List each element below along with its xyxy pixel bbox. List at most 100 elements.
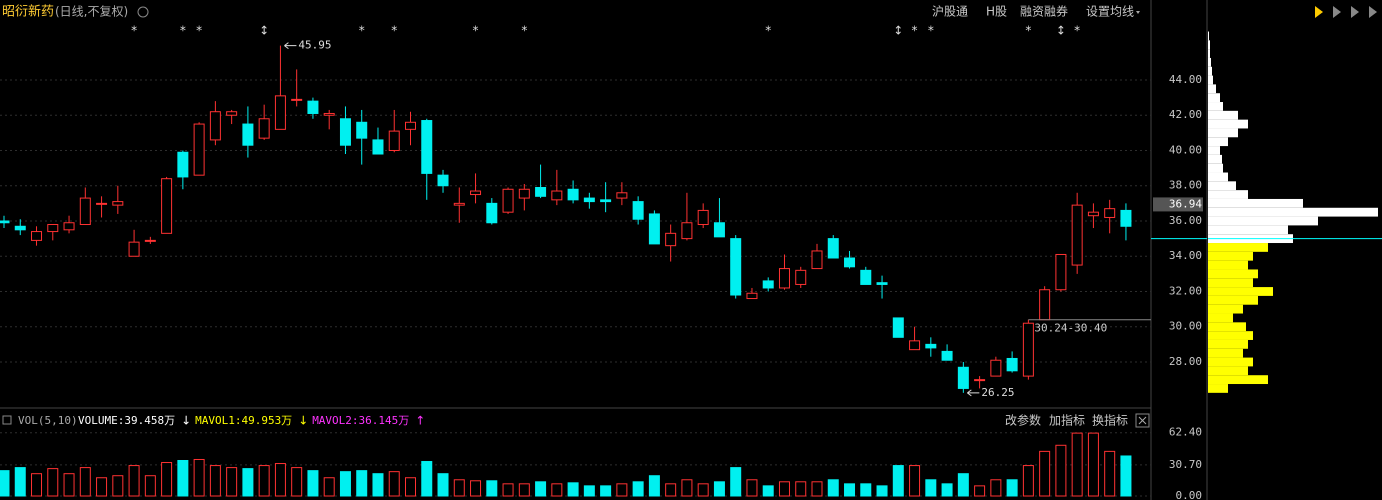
candle-body	[1022, 322, 1034, 377]
volume-bar	[876, 485, 888, 497]
volume-bar	[14, 467, 26, 497]
volume-bar	[746, 479, 758, 497]
y-tick-label: 32.00	[1169, 284, 1202, 297]
candle-body	[161, 178, 173, 234]
volume-bar	[1055, 444, 1067, 497]
volume-bar	[193, 458, 205, 497]
volume-bar	[1022, 465, 1034, 497]
panel-icon	[2, 415, 12, 425]
candle-body	[193, 123, 205, 176]
profile-bar	[1208, 66, 1212, 76]
volume-bar	[226, 467, 238, 497]
candle-body	[421, 120, 433, 174]
candle-body	[258, 118, 270, 139]
candle-body	[112, 201, 124, 206]
volume-bar	[1087, 432, 1099, 497]
volume-bar	[388, 471, 400, 497]
volume-bar	[762, 485, 774, 497]
volume-bar	[31, 473, 43, 497]
legend-label: MAVOL2:36.145万	[312, 414, 409, 427]
event-marker: *	[131, 24, 137, 38]
candle-body	[1071, 204, 1083, 266]
profile-bar	[1208, 198, 1303, 208]
y-tick-label: 30.70	[1169, 458, 1202, 471]
indicator-button[interactable]: 改参数	[1005, 413, 1041, 428]
event-marker: *	[196, 24, 202, 38]
legend-label: VOLUME:39.458万	[78, 414, 175, 427]
volume-bar	[844, 483, 856, 497]
close-icon	[1138, 416, 1147, 425]
profile-bar	[1208, 137, 1228, 147]
candle-body	[63, 222, 75, 231]
candle-body	[941, 350, 953, 361]
event-marker: *	[391, 24, 397, 38]
toolbar-item[interactable]: 沪股通	[932, 5, 968, 19]
candle-body	[405, 121, 416, 130]
candle-body	[827, 238, 839, 259]
volume-bar	[811, 481, 823, 497]
profile-bar	[1208, 57, 1211, 67]
candle-body	[209, 111, 221, 141]
volume-bar	[0, 470, 10, 497]
close-button[interactable]	[1135, 413, 1150, 428]
play-icon[interactable]	[1369, 6, 1377, 18]
legend-arrow: ↑	[415, 414, 425, 428]
profile-bar	[1208, 322, 1246, 332]
indicator-button[interactable]: 加指标	[1049, 413, 1085, 428]
toolbar-item[interactable]: 设置均线	[1086, 5, 1134, 19]
play-icon[interactable]	[1333, 6, 1341, 18]
profile-bar	[1208, 339, 1248, 349]
y-tick-label: 40.00	[1169, 143, 1202, 156]
profile-bar	[1208, 216, 1318, 226]
candle-body	[144, 239, 156, 242]
candle-body	[762, 280, 774, 289]
candle-body	[226, 111, 238, 116]
volume-bar	[583, 485, 595, 497]
indicator-button[interactable]: 换指标	[1092, 413, 1128, 428]
volume-bar	[1120, 455, 1132, 497]
candle-body	[1006, 357, 1018, 372]
candle-body	[177, 151, 189, 178]
candle-body	[795, 269, 807, 285]
candle-body	[1055, 253, 1067, 291]
candle-body	[648, 213, 660, 245]
candle-body	[957, 366, 969, 389]
volume-bar	[274, 463, 286, 497]
play-icon[interactable]	[1315, 6, 1323, 18]
volume-bar	[518, 483, 530, 497]
profile-bar	[1208, 313, 1233, 323]
profile-bar	[1208, 269, 1258, 279]
profile-bar	[1208, 181, 1236, 191]
volume-bar	[860, 483, 872, 497]
candle-body	[274, 95, 286, 130]
chart-subtitle: (日线,不复权)	[55, 5, 128, 19]
candle-body	[860, 269, 872, 285]
profile-bar	[1208, 119, 1248, 129]
profile-bar	[1208, 251, 1253, 261]
candle-body	[1039, 289, 1051, 321]
volume-bar	[974, 485, 986, 497]
legend-label: MAVOL1:49.953万	[195, 414, 292, 427]
profile-bar	[1208, 49, 1210, 58]
event-marker: *	[180, 24, 186, 38]
toolbar-item[interactable]: H股	[986, 5, 1007, 19]
candle-body	[925, 343, 937, 349]
profile-bar	[1208, 102, 1223, 111]
volume-bar	[632, 481, 644, 497]
volume-bar	[1071, 432, 1083, 497]
toolbar-item[interactable]: 融资融券	[1020, 4, 1068, 19]
profile-bar	[1208, 331, 1253, 340]
settings-icon[interactable]	[137, 6, 149, 18]
volume-bar	[47, 468, 59, 497]
annotation-label: 45.95	[298, 39, 331, 52]
candle-body	[811, 250, 823, 270]
range-label: 30.24-30.40	[1034, 322, 1107, 335]
candle-body	[0, 220, 10, 224]
y-tick-label: 0.00	[1176, 489, 1203, 500]
candle-body	[372, 139, 384, 155]
event-marker: ↕	[259, 24, 269, 38]
candle-body	[778, 268, 790, 289]
volume-bar	[1006, 479, 1018, 497]
play-icon[interactable]	[1351, 6, 1359, 18]
